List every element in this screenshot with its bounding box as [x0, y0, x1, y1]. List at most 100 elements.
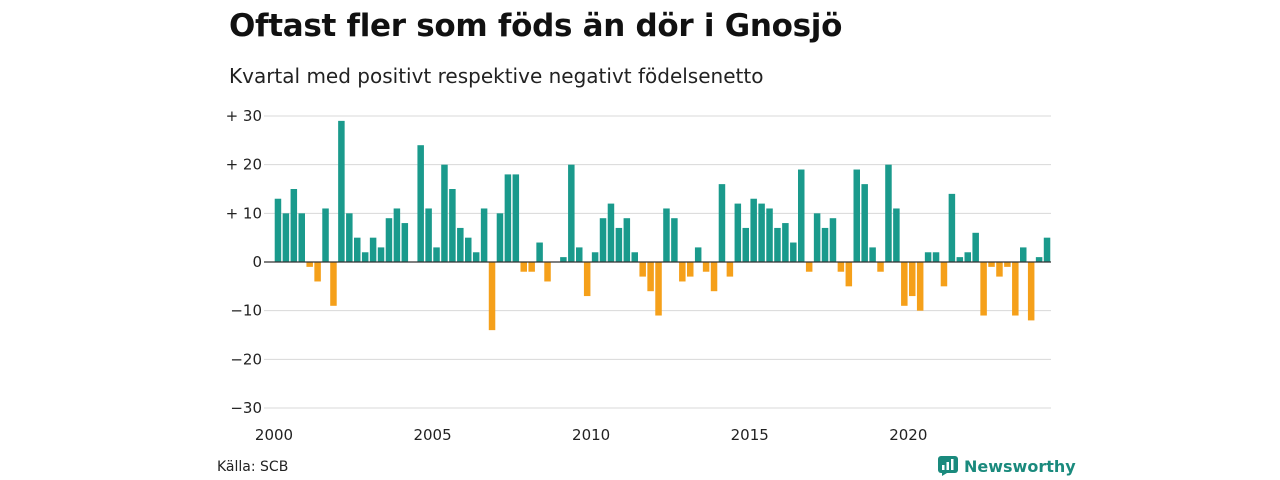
bar — [528, 262, 535, 272]
bar — [869, 247, 876, 262]
bar — [417, 145, 424, 262]
bar — [1027, 262, 1035, 321]
y-tick-label: −30 — [230, 399, 262, 417]
bar — [996, 262, 1003, 277]
bar — [916, 262, 924, 311]
bar — [298, 213, 305, 262]
bar — [623, 218, 631, 262]
bar — [583, 262, 591, 297]
bar — [766, 208, 773, 262]
x-tick-label: 2020 — [889, 426, 927, 444]
bar — [631, 252, 638, 262]
bar — [441, 164, 448, 262]
bar — [369, 237, 377, 262]
bar — [472, 252, 480, 262]
bar — [679, 262, 686, 282]
bar — [734, 203, 742, 262]
brand-logo[interactable]: Newsworthy — [938, 456, 1076, 476]
bar — [774, 227, 781, 262]
bar — [726, 262, 734, 277]
y-tick-label: + 20 — [226, 156, 262, 174]
y-tick-label: + 30 — [226, 107, 262, 125]
bar — [750, 198, 757, 262]
bar — [615, 227, 623, 262]
bar — [425, 208, 432, 262]
bar — [1035, 257, 1043, 262]
bar — [813, 213, 821, 262]
bar — [758, 203, 765, 262]
newsworthy-logo-icon — [938, 456, 958, 476]
bar — [798, 169, 805, 262]
bar — [361, 252, 369, 262]
bar — [599, 218, 607, 262]
bar — [877, 262, 884, 272]
bar — [924, 252, 932, 262]
bar — [314, 262, 321, 282]
bar — [956, 257, 964, 262]
bar — [694, 247, 702, 262]
bar — [829, 218, 837, 262]
x-tick-label: 2005 — [413, 426, 451, 444]
bar — [1004, 262, 1011, 267]
bar — [465, 237, 472, 262]
source-note: Källa: SCB — [217, 459, 289, 475]
bar — [536, 242, 543, 262]
bars — [274, 120, 1051, 331]
bar — [544, 262, 551, 282]
bar — [885, 164, 892, 262]
bar — [274, 198, 282, 262]
bar — [687, 262, 694, 277]
bar — [718, 184, 726, 262]
bar — [893, 208, 900, 262]
bar — [480, 208, 488, 262]
bar — [932, 252, 940, 262]
chart-subtitle: Kvartal med positivt respektive negativt… — [229, 64, 764, 88]
bar — [742, 227, 749, 262]
bar — [449, 189, 456, 262]
bar — [385, 218, 393, 262]
bar — [401, 223, 409, 262]
bar — [710, 262, 718, 292]
bar — [520, 262, 527, 272]
bar — [821, 227, 829, 262]
bar — [980, 262, 987, 316]
bar — [560, 257, 567, 262]
bar — [330, 262, 337, 306]
bar — [496, 213, 504, 262]
bar — [338, 120, 345, 263]
bar — [639, 262, 646, 277]
bar — [972, 232, 979, 262]
bar — [940, 262, 948, 287]
bar — [1012, 262, 1019, 316]
bar — [845, 262, 853, 287]
y-tick-label: 0 — [252, 253, 262, 271]
x-tick-label: 2015 — [731, 426, 769, 444]
bar — [1020, 247, 1027, 262]
bar — [591, 252, 599, 262]
bar — [354, 237, 361, 262]
bar — [948, 193, 956, 262]
bar — [457, 227, 464, 262]
y-tick-label: + 10 — [226, 204, 262, 222]
bar — [568, 164, 575, 262]
y-axis-ticks: + 30 + 20 + 10 0 −10 −20 −30 — [226, 107, 262, 417]
bar — [290, 189, 298, 262]
bar — [1043, 237, 1051, 262]
x-axis-ticks: 2000 2005 2010 2015 2020 — [255, 426, 927, 444]
x-tick-label: 2000 — [255, 426, 293, 444]
brand-name: Newsworthy — [964, 456, 1076, 476]
bar — [647, 262, 654, 292]
bar — [671, 218, 678, 262]
bar — [576, 247, 583, 262]
bar — [702, 262, 710, 272]
y-tick-label: −20 — [230, 350, 262, 368]
bar — [853, 169, 860, 262]
bar — [377, 247, 385, 262]
bar — [655, 262, 662, 316]
x-tick-label: 2010 — [572, 426, 610, 444]
bar — [988, 262, 995, 267]
bar — [322, 208, 329, 262]
y-tick-label: −10 — [230, 302, 262, 320]
bar — [488, 262, 496, 331]
